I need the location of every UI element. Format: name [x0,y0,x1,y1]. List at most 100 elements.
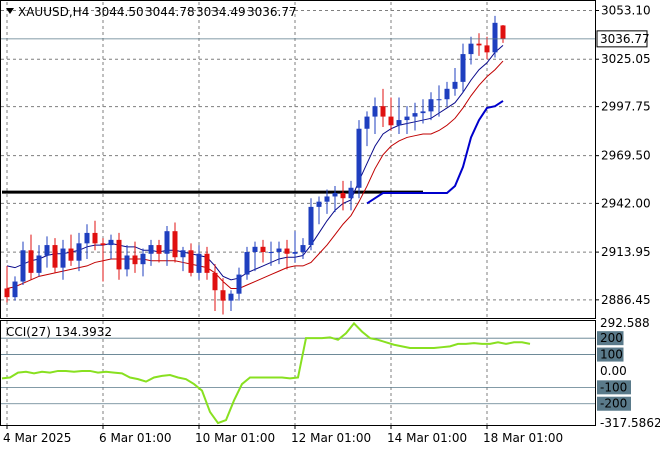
bullish-candle [268,241,274,266]
time-label: 18 Mar 01:00 [483,431,563,445]
candle-body [148,245,154,254]
candle-body [396,120,402,126]
price-tick-label: 2913.95 [601,245,651,259]
candle-body [476,43,482,46]
candle-body [36,255,42,273]
candle-body [284,248,290,254]
bullish-candle [20,241,26,286]
cci-tick-label: 292.588 [600,316,650,330]
bullish-candle [404,106,410,134]
bearish-candle [132,241,138,273]
bearish-candle [188,243,194,277]
bullish-candle [436,85,442,117]
candle-body [436,99,442,101]
candle-body [500,25,506,39]
bearish-candle [380,88,386,128]
price-tick-label: 2997.75 [601,100,651,114]
candle-body [180,250,186,258]
last-price-label: 3036.77 [600,32,650,46]
cci-tick-label: -317.5862 [600,416,660,430]
cci-tick-label: 100 [600,348,623,362]
bullish-candle [36,245,42,277]
candle-body [228,293,234,301]
candle-body [468,43,474,55]
candle-body [68,248,74,261]
bearish-candle [220,278,226,315]
candle-body [164,231,170,254]
bullish-candle [356,120,362,199]
bullish-candle [180,246,186,272]
candle-body [132,255,138,265]
bullish-candle [364,111,370,147]
candle-body [356,128,362,188]
candle-body [84,232,90,244]
candle-body [12,281,18,298]
cci-tick-box [597,331,624,346]
candle-body [308,206,314,246]
candle-body [316,201,322,207]
bullish-candle [412,102,418,131]
ohlc-close: 3036.77 [247,5,297,19]
candle-body [172,231,178,258]
bullish-candle [444,81,450,107]
cci-tick-label: 200 [600,331,623,345]
bearish-candle [68,234,74,266]
cci-tick-box [597,380,631,395]
cci-line [1,321,531,425]
axes: 3053.10 3025.05 2997.75 2969.50 2942.00 2913.… [1,4,660,445]
time-label: 14 Mar 01:00 [387,431,467,445]
time-label: 12 Mar 01:00 [291,431,371,445]
cci-tick-box [597,347,624,362]
bearish-candle [4,265,10,303]
bullish-candle [252,241,258,272]
bearish-candle [388,97,394,131]
candle-body [124,255,130,270]
bullish-candle [244,246,250,280]
ohlc-high: 3044.78 [145,5,195,19]
bearish-candle [100,238,106,282]
bearish-candle [340,180,346,211]
grid [1,2,595,425]
candle-body [100,243,106,246]
price-tick-label: 2886.45 [601,293,651,307]
bullish-candle [140,248,146,277]
triangle-down-icon[interactable] [6,8,14,14]
candle-body [484,45,490,53]
candle-body [116,239,122,270]
bullish-candle [228,290,234,312]
time-label: 10 Mar 01:00 [195,431,275,445]
time-label: 6 Mar 01:00 [99,431,172,445]
candle-body [140,253,146,265]
candle-body [204,253,210,273]
candle-body [52,245,58,268]
bullish-candle [276,241,282,265]
bullish-candle [300,238,306,259]
bullish-candle [420,99,426,124]
bullish-candle [84,224,90,259]
ohlc-open: 3044.50 [94,5,144,19]
bearish-candle [204,246,210,280]
bearish-candle [260,239,266,263]
candle-body [388,116,394,126]
candle-body [252,246,258,253]
candle-body [196,253,202,273]
trailing-stop-line [366,100,504,205]
bearish-candle [52,238,58,273]
cci-tick-label: -200 [600,397,627,411]
bearish-candle [92,220,98,251]
candle-body [76,243,82,261]
cci-title: CCI(27) 134.3932 [6,325,112,339]
candle-body [460,54,466,82]
bullish-candle [396,97,402,134]
candle-body [444,88,450,100]
bearish-candle [28,234,34,280]
candle-body [4,288,10,298]
candle-body [260,246,266,253]
candle-body [60,248,66,268]
candle-body [188,250,194,273]
bullish-candle [468,36,474,65]
candle-body [380,106,386,117]
last-price-tag [596,30,648,48]
candle-body [92,232,98,244]
